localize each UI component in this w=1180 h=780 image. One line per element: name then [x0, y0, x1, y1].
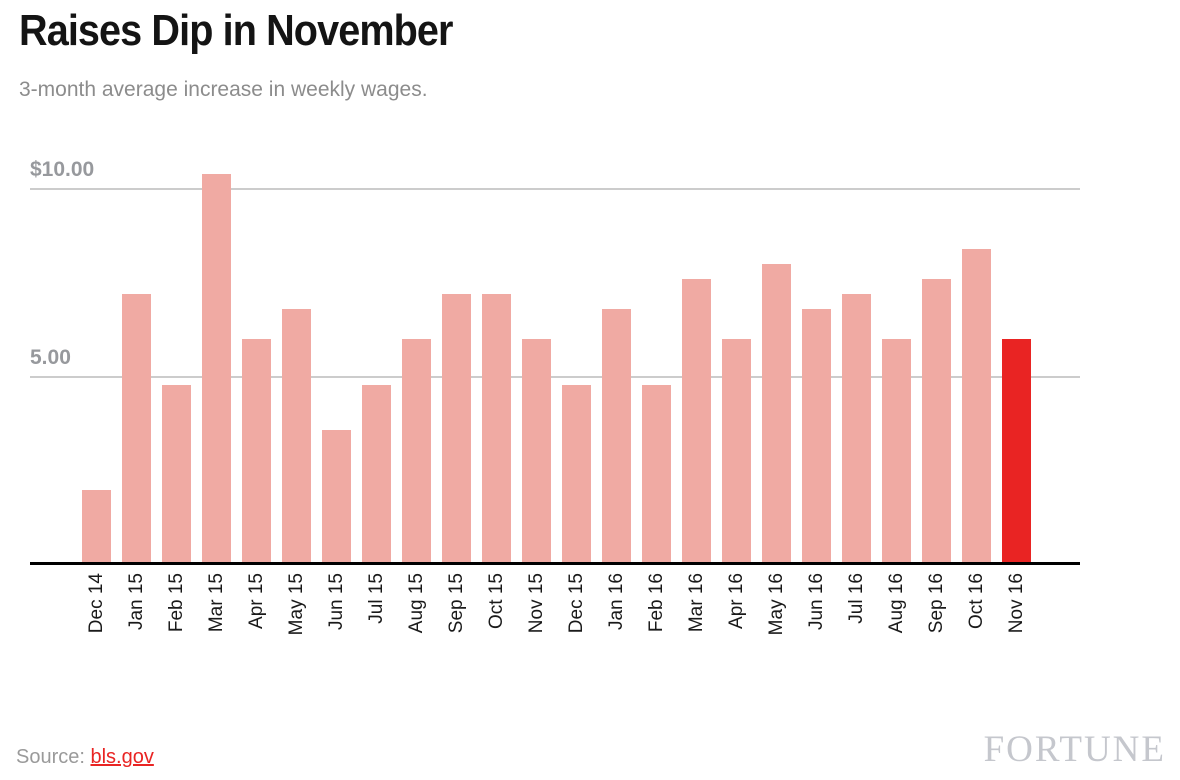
- x-axis-tick-label: Oct 16: [965, 573, 987, 629]
- bar-sep-16: [922, 279, 951, 565]
- bar-jan-15: [122, 294, 151, 565]
- bar-oct-16: [962, 249, 991, 565]
- x-axis-tick-label: Aug 16: [885, 573, 907, 634]
- bar-may-16: [762, 264, 791, 565]
- x-axis-tick-label: Dec 15: [565, 573, 587, 634]
- bar-aug-15: [402, 339, 431, 565]
- bar-oct-15: [482, 294, 511, 565]
- bar-nov-15: [522, 339, 551, 565]
- x-axis-tick-label: Jan 16: [605, 573, 627, 631]
- bar-sep-15: [442, 294, 471, 565]
- source-link[interactable]: bls.gov: [90, 746, 154, 768]
- y-axis-tick-label: $10.00: [30, 157, 95, 181]
- bar-jan-16: [602, 309, 631, 565]
- gridline-10: [30, 187, 1080, 190]
- bar-apr-15: [242, 339, 271, 565]
- x-axis-tick-label: Sep 16: [925, 573, 947, 634]
- x-axis-tick-label: Nov 15: [525, 573, 547, 634]
- fortune-logo: FORTUNE: [983, 729, 1166, 770]
- bar-jul-16: [842, 294, 871, 565]
- x-axis-tick-label: Feb 15: [165, 573, 187, 633]
- bar-dec-15: [562, 384, 591, 565]
- x-axis-line: [30, 562, 1080, 565]
- x-axis-tick-label: Sep 15: [445, 573, 467, 634]
- chart-subtitle: 3-month average increase in weekly wages…: [19, 78, 428, 101]
- x-axis-tick-label: Jun 15: [325, 573, 347, 631]
- bar-feb-16: [642, 384, 671, 565]
- bar-apr-16: [722, 339, 751, 565]
- bar-jul-15: [362, 384, 391, 565]
- bar-mar-15: [202, 173, 231, 565]
- x-axis-tick-label: Aug 15: [405, 573, 427, 634]
- x-axis-tick-label: Jul 15: [365, 573, 387, 624]
- bar-jun-16: [802, 309, 831, 565]
- gridline-5: [30, 375, 1080, 378]
- bar-mar-16: [682, 279, 711, 565]
- x-axis-tick-label: Jun 16: [805, 573, 827, 631]
- x-axis-tick-label: Dec 14: [85, 573, 107, 634]
- x-axis-tick-label: Apr 15: [245, 573, 267, 629]
- x-axis-tick-label: May 16: [765, 573, 787, 636]
- bar-nov-16: [1002, 339, 1031, 565]
- y-axis-tick-label: 5.00: [30, 345, 71, 369]
- x-axis-tick-label: Mar 15: [205, 573, 227, 633]
- source-line: Source: bls.gov: [16, 746, 154, 769]
- bar-aug-16: [882, 339, 911, 565]
- bar-may-15: [282, 309, 311, 565]
- chart-title: Raises Dip in November: [19, 6, 453, 55]
- x-axis-tick-label: Mar 16: [685, 573, 707, 633]
- x-axis-tick-label: May 15: [285, 573, 307, 636]
- source-label: Source:: [16, 746, 91, 768]
- x-axis-tick-label: Apr 16: [725, 573, 747, 629]
- x-axis-tick-label: Oct 15: [485, 573, 507, 629]
- bar-chart-plot-area: $10.00 5.00 Dec 14 Jan 15 Feb 15 Mar 15 Apr 15…: [30, 157, 1080, 636]
- x-axis-tick-label: Feb 16: [645, 573, 667, 633]
- x-axis-tick-label: Jul 16: [845, 573, 867, 624]
- x-axis-tick-label: Nov 16: [1005, 573, 1027, 634]
- bar-jun-15: [322, 429, 351, 565]
- bar-dec-14: [82, 489, 111, 565]
- x-axis-tick-label: Jan 15: [125, 573, 147, 631]
- bar-feb-15: [162, 384, 191, 565]
